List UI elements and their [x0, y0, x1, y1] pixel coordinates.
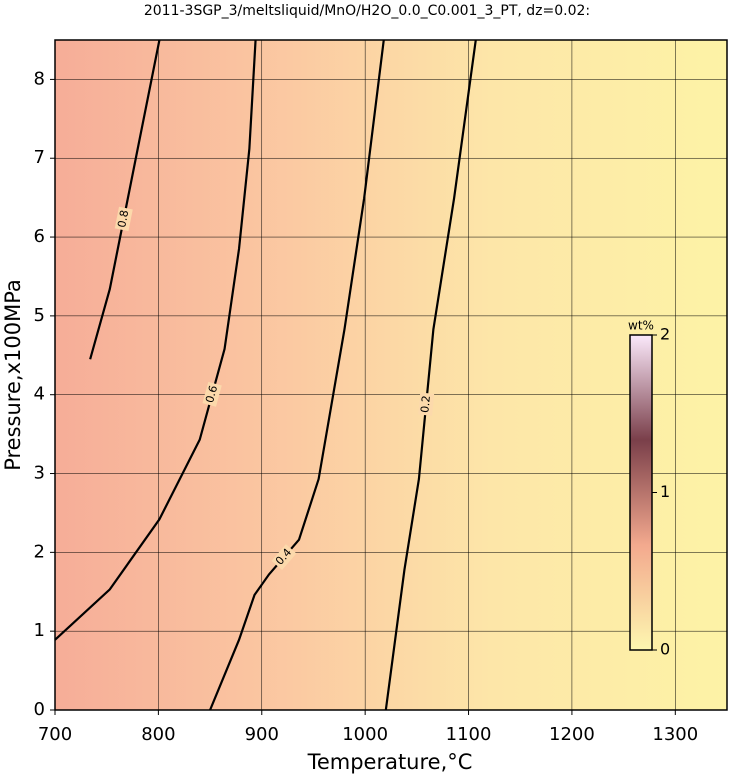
contour-label: 0.2 — [418, 395, 433, 414]
chart-title: 2011-3SGP_3/meltsliquid/MnO/H2O_0.0_C0.0… — [144, 3, 590, 19]
contour-label-bg — [114, 206, 133, 232]
x-tick-label: 700 — [38, 724, 72, 745]
y-axis-label: Pressure,x100MPa — [1, 279, 25, 471]
contour-label-bg — [202, 381, 222, 407]
x-axis-label: Temperature,°C — [307, 750, 473, 774]
y-tick-label: 3 — [34, 463, 45, 484]
colorbar-tick-label: 0 — [660, 640, 670, 659]
colorbar — [629, 334, 653, 651]
y-tick-label: 2 — [34, 541, 45, 562]
y-tick-label: 6 — [34, 226, 45, 247]
contour-label-bg — [271, 544, 297, 570]
colorbar-label: wt% — [628, 319, 654, 333]
plot-frame — [54, 39, 728, 711]
x-tick-label: 1100 — [446, 724, 492, 745]
y-tick-label: 8 — [34, 68, 45, 89]
contour-label: 0.8 — [115, 209, 131, 229]
y-tick-label: 0 — [34, 699, 45, 720]
x-tick-label: 1200 — [549, 724, 595, 745]
x-tick-label: 1300 — [652, 724, 698, 745]
contour-label: 0.6 — [203, 384, 220, 404]
colorbar-tick-label: 1 — [660, 482, 670, 501]
y-tick-label: 7 — [34, 147, 45, 168]
x-tick-label: 1000 — [342, 724, 388, 745]
y-tick-label: 1 — [34, 620, 45, 641]
plot-background — [55, 40, 727, 710]
x-tick-label: 800 — [141, 724, 175, 745]
y-tick-label: 4 — [34, 384, 45, 405]
contour-label-bg — [418, 392, 435, 416]
x-tick-label: 900 — [245, 724, 279, 745]
contour-line — [209, 39, 385, 711]
colorbar-tick-label: 2 — [660, 325, 670, 344]
y-tick-label: 5 — [34, 305, 45, 326]
